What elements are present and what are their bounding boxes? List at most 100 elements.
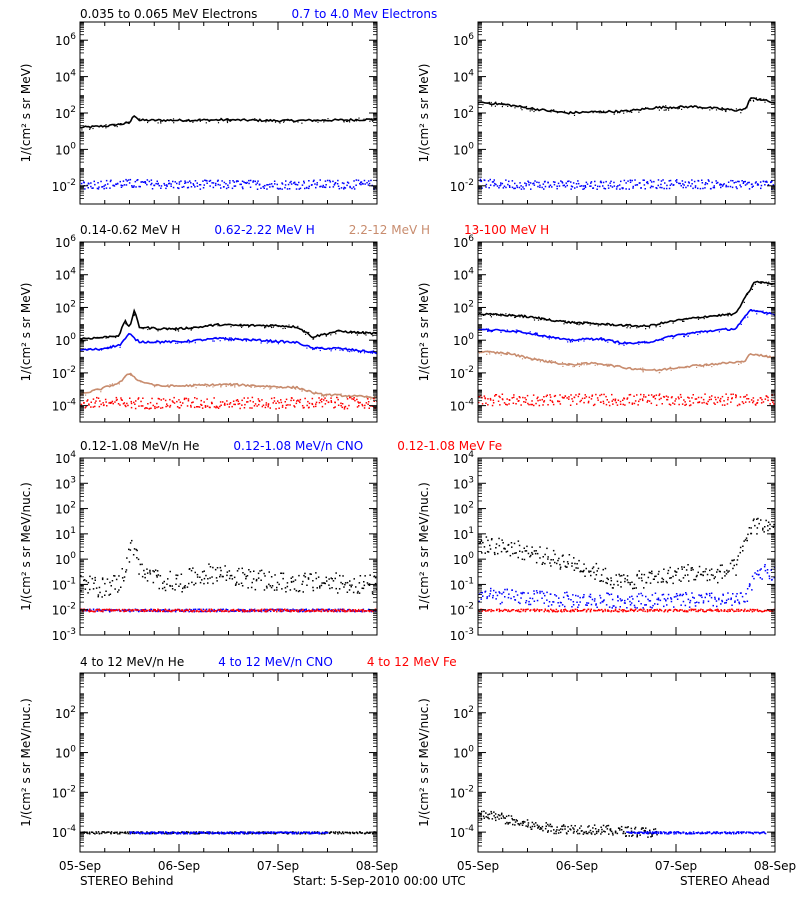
series-point [703, 575, 705, 577]
series-point [170, 571, 172, 573]
series-point [644, 342, 645, 343]
series-point [567, 185, 569, 187]
series-point [522, 551, 524, 553]
series-point [345, 582, 347, 584]
series-point [567, 561, 569, 563]
series-point [764, 102, 765, 103]
series-point [247, 397, 249, 399]
series-point [639, 399, 641, 401]
series-point [689, 400, 691, 402]
series-point [508, 544, 510, 546]
series-point [338, 347, 339, 348]
series-point [98, 610, 100, 612]
series-point [549, 337, 550, 338]
series-point [270, 407, 272, 409]
series-point [338, 186, 340, 188]
series-point [558, 183, 560, 185]
series-point [215, 185, 217, 187]
series-point [568, 365, 569, 366]
series-point [320, 179, 322, 181]
series-point [264, 589, 266, 591]
series-point [177, 575, 179, 577]
series-point [212, 386, 213, 387]
series-point [631, 609, 633, 611]
series-point [120, 181, 122, 183]
series-point [745, 317, 746, 318]
series-point [359, 402, 361, 404]
series-point [218, 122, 219, 123]
series-point [650, 606, 652, 608]
series-point [511, 610, 513, 612]
series-point [213, 187, 215, 189]
series-point [526, 609, 528, 611]
series-point [534, 319, 535, 320]
series-point [289, 404, 291, 406]
series-point [85, 406, 87, 408]
series-point [638, 601, 640, 603]
series-point [326, 395, 327, 396]
series-point [273, 120, 274, 121]
series-point [316, 184, 318, 186]
series-point [354, 578, 356, 580]
series-point [586, 182, 588, 184]
series-point [597, 397, 599, 399]
series-point [347, 582, 349, 584]
series-point [369, 574, 371, 576]
series-point [560, 403, 562, 405]
series-point [612, 599, 614, 601]
series-point [507, 184, 509, 186]
series-point [595, 185, 597, 187]
series-point [81, 129, 82, 130]
series-point [269, 186, 271, 188]
series-point [281, 588, 283, 590]
series-point [344, 408, 346, 410]
series-point [158, 574, 160, 576]
series-point [166, 184, 168, 186]
series-point [493, 400, 495, 402]
series-point [624, 180, 626, 182]
series-point [178, 330, 179, 331]
series-point [715, 609, 717, 611]
series-point [261, 342, 262, 343]
series-point [752, 186, 754, 188]
series-point [115, 125, 116, 126]
series-point [526, 546, 528, 548]
series-point [94, 406, 96, 408]
series-point [249, 407, 251, 409]
series-point [680, 604, 682, 606]
series-point [644, 341, 645, 342]
series-point [565, 186, 567, 188]
series-point [707, 401, 709, 403]
series-point [569, 364, 570, 365]
series-point [672, 583, 674, 585]
series-point [638, 577, 640, 579]
series-point [546, 320, 547, 321]
series-point [522, 610, 524, 612]
series-point [622, 611, 624, 613]
series-point [563, 561, 565, 563]
series-point [244, 397, 246, 399]
series-point [768, 282, 769, 283]
series-point [543, 396, 545, 398]
series-point [337, 183, 339, 185]
series-point [501, 551, 503, 553]
series-point [270, 585, 272, 587]
series-point [524, 107, 525, 108]
series-point [693, 402, 695, 404]
y-tick-label: 102 [453, 501, 474, 517]
series-point [358, 402, 360, 404]
series-point [596, 189, 598, 191]
series-point [507, 611, 509, 613]
series-point [591, 395, 593, 397]
y-tick-label: 10-2 [450, 602, 474, 618]
series-point [345, 406, 347, 408]
series-point [642, 400, 644, 402]
series-point [177, 343, 178, 344]
series-point [370, 180, 372, 182]
series-point [704, 571, 706, 573]
series-point [287, 120, 288, 121]
y-tick-label: 102 [453, 299, 474, 315]
series-point [162, 407, 164, 409]
series-point [98, 398, 100, 400]
series-point [712, 610, 714, 612]
